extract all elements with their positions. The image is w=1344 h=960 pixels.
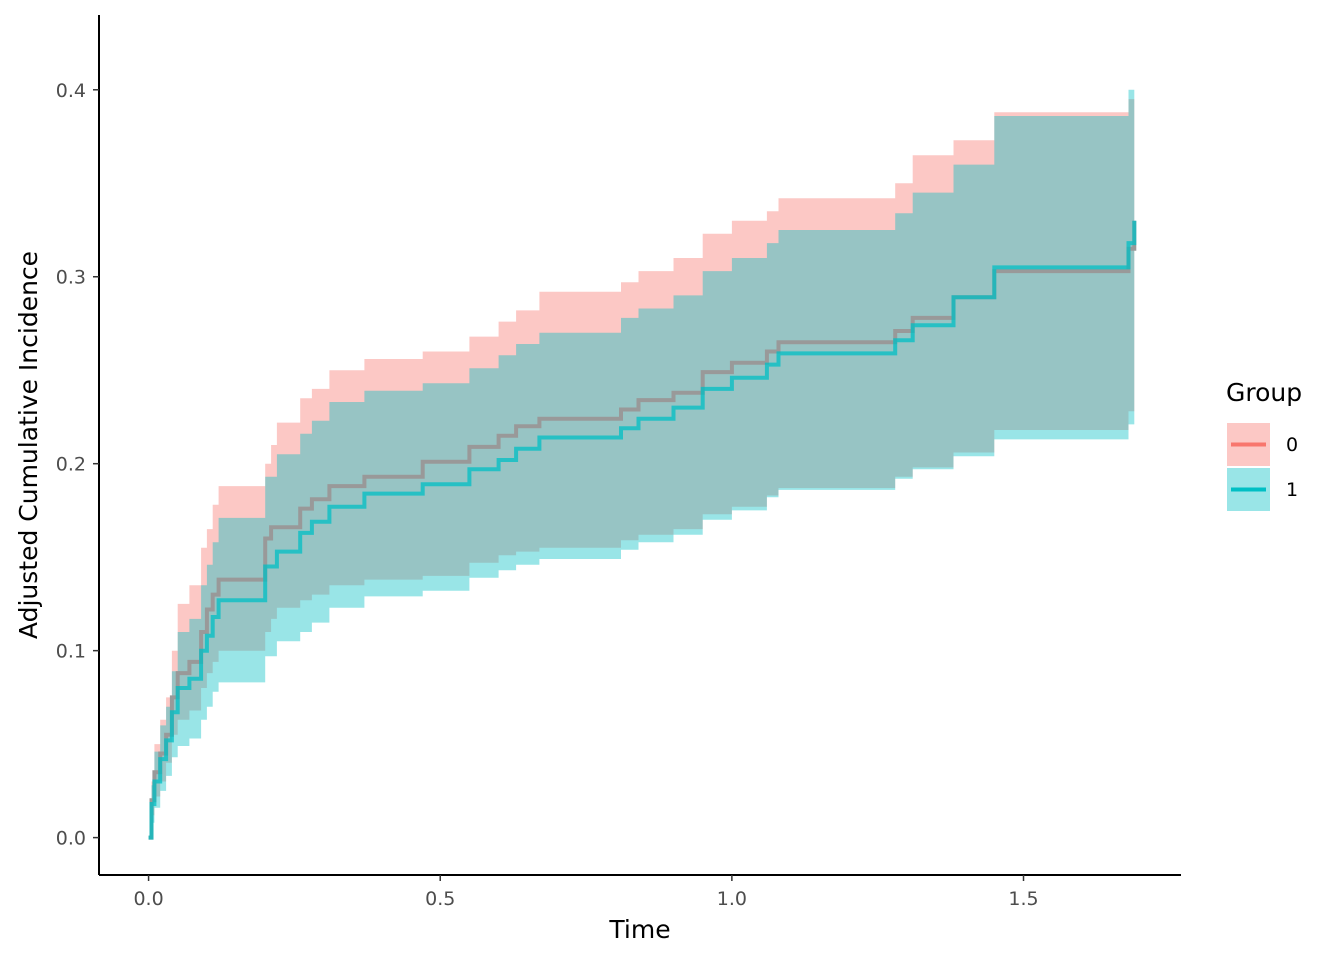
legend-label: 0 — [1286, 434, 1298, 456]
confidence-bands — [148, 71, 1135, 838]
x-tick-label: 0.5 — [425, 888, 455, 910]
y-tick-label: 0.3 — [56, 267, 86, 289]
legend: Group 0 1 — [1226, 378, 1302, 511]
legend-title: Group — [1226, 378, 1302, 407]
y-tick-label: 0.1 — [56, 641, 86, 663]
legend-item-group-1: 1 — [1227, 468, 1298, 511]
x-tick-label: 0.0 — [133, 888, 163, 910]
incidence-lines — [148, 220, 1137, 840]
x-axis-title: Time — [608, 915, 670, 944]
confidence-band-group-1 — [148, 71, 1135, 838]
y-axis-title: Adjusted Cumulative Incidence — [14, 251, 43, 639]
y-tick-label: 0.2 — [56, 454, 86, 476]
x-axis-ticks: 0.0 0.5 1.0 1.5 — [133, 875, 1039, 910]
incidence-line-group-0 — [148, 220, 1137, 840]
legend-item-group-0: 0 — [1227, 423, 1298, 466]
x-tick-label: 1.5 — [1008, 888, 1038, 910]
legend-label: 1 — [1286, 479, 1298, 501]
y-axis-ticks: 0.0 0.1 0.2 0.3 0.4 — [56, 80, 99, 850]
y-tick-label: 0.0 — [56, 828, 86, 850]
y-tick-label: 0.4 — [56, 80, 86, 102]
x-tick-label: 1.0 — [717, 888, 747, 910]
incidence-line-group-1 — [148, 220, 1137, 840]
confidence-band-group-0 — [148, 89, 1135, 838]
